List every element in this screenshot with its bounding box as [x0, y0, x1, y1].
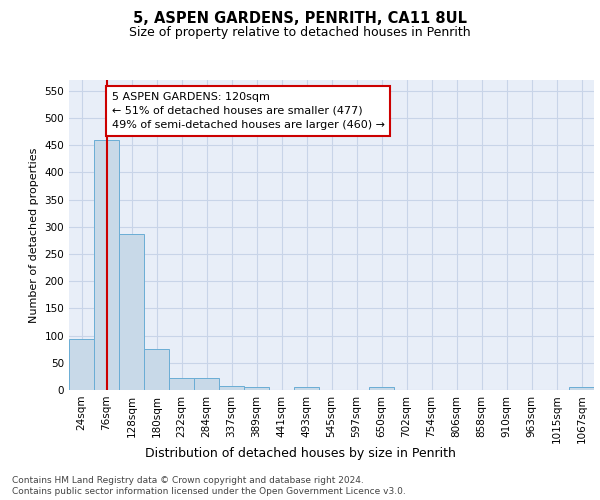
Bar: [69, 340, 94, 390]
Text: Contains public sector information licensed under the Open Government Licence v3: Contains public sector information licen…: [12, 487, 406, 496]
Y-axis label: Number of detached properties: Number of detached properties: [29, 148, 39, 322]
Bar: [369, 388, 394, 390]
Bar: [219, 386, 244, 390]
Text: Distribution of detached houses by size in Penrith: Distribution of detached houses by size …: [145, 448, 455, 460]
Text: 5, ASPEN GARDENS, PENRITH, CA11 8UL: 5, ASPEN GARDENS, PENRITH, CA11 8UL: [133, 11, 467, 26]
Bar: [144, 348, 169, 390]
Bar: [119, 234, 144, 390]
Bar: [569, 388, 594, 390]
Text: Contains HM Land Registry data © Crown copyright and database right 2024.: Contains HM Land Registry data © Crown c…: [12, 476, 364, 485]
Bar: [294, 388, 319, 390]
Bar: [169, 378, 194, 390]
Bar: [194, 378, 219, 390]
Bar: [244, 386, 269, 390]
Bar: [94, 140, 119, 390]
Text: Size of property relative to detached houses in Penrith: Size of property relative to detached ho…: [129, 26, 471, 39]
Text: 5 ASPEN GARDENS: 120sqm
← 51% of detached houses are smaller (477)
49% of semi-d: 5 ASPEN GARDENS: 120sqm ← 51% of detache…: [112, 92, 385, 130]
